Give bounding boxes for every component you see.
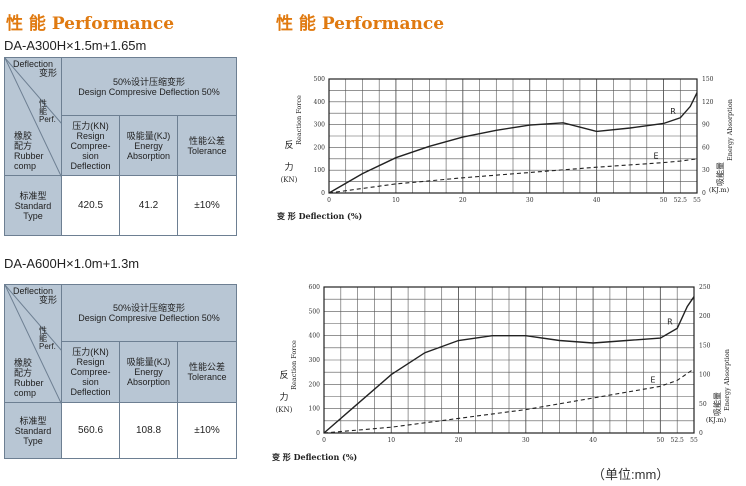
x-tick-label: 55 — [690, 437, 698, 444]
spec-table-2: Deflection 变形 性能 Perf. 橡胶 配方 Rubber comp 50%设… — [4, 284, 238, 459]
y-left-tick-label: 300 — [309, 357, 321, 364]
y-left-label-cn: 反 — [284, 140, 293, 151]
value-tolerance: ±10% — [176, 402, 238, 459]
x-tick-label: 50 — [660, 197, 668, 204]
model-label-1: DA-A300H×1.5m+1.65m — [4, 38, 147, 53]
y-left-tick-label: 200 — [309, 381, 321, 388]
corner-diagonals — [5, 58, 62, 178]
x-axis-label: 变 形 Deflection (%) — [277, 211, 362, 221]
y-left-tick-label: 600 — [309, 284, 321, 291]
y-left-tick-label: 200 — [314, 144, 326, 151]
col-header-tolerance: 性能公差 Tolerance — [176, 115, 238, 176]
corner-perf-label: 性能 Perf. — [39, 326, 56, 351]
col-header-pressure: 压力(KN) Resign Compree-sion Deflection — [61, 341, 120, 403]
y-right-label-unit: (KJ.m) — [706, 416, 727, 424]
table-corner-cell: Deflection 变形 性能 Perf. 橡胶 配方 Rubber comp — [4, 284, 62, 405]
value-energy: 108.8 — [119, 402, 178, 459]
x-tick-label: 20 — [459, 197, 467, 204]
plot-frame — [328, 78, 698, 194]
y-right-tick-label: 0 — [702, 190, 706, 197]
y-right-tick-label: 120 — [702, 99, 714, 106]
x-tick-label: 40 — [593, 197, 601, 204]
series-label-r: R — [667, 317, 673, 326]
series-line-r — [323, 296, 695, 434]
series-line-r — [328, 92, 698, 194]
x-tick-label: 52.5 — [674, 197, 688, 204]
y-right-label-cn: 吸能量 — [715, 162, 725, 186]
x-tick-label: 55 — [693, 197, 701, 204]
value-tolerance: ±10% — [176, 175, 238, 236]
y-left-label-cn-2: 力 — [279, 391, 288, 403]
unit-note: （单位:mm） — [592, 467, 670, 482]
y-left-label-cn-2: 力 — [284, 161, 293, 173]
right-performance-title: 性 能 Performance — [276, 14, 445, 34]
col-header-tolerance: 性能公差 Tolerance — [176, 341, 238, 403]
y-right-tick-label: 0 — [699, 430, 703, 437]
x-tick-label: 30 — [522, 437, 530, 444]
y-right-tick-label: 50 — [699, 401, 707, 408]
x-tick-label: 10 — [387, 437, 395, 444]
row-label-standard: 标准型 Standard Type — [4, 402, 62, 459]
spec-table-1: Deflection 变形 性能 Perf. 橡胶 配方 Rubber comp 50%设… — [4, 57, 238, 236]
model-label-2: DA-A600H×1.0m+1.3m — [4, 256, 140, 271]
series-label-e: E — [654, 152, 659, 161]
corner-rubber-label: 橡胶 配方 Rubber comp — [14, 131, 44, 171]
y-right-tick-label: 90 — [702, 122, 710, 129]
y-left-label-cn: 反 — [279, 370, 288, 381]
corner-deflection-label: Deflection 变形 — [13, 59, 58, 78]
x-tick-label: 30 — [526, 197, 534, 204]
series-line-e — [323, 368, 695, 434]
x-tick-label: 0 — [322, 437, 326, 444]
series-label-r: R — [670, 107, 676, 116]
corner-deflection-label: Deflection 变形 — [13, 286, 58, 305]
y-right-tick-label: 150 — [702, 76, 714, 83]
plot-frame — [323, 286, 695, 434]
x-tick-label: 0 — [327, 197, 331, 204]
table-corner-cell: Deflection 变形 性能 Perf. 橡胶 配方 Rubber comp — [4, 57, 62, 178]
corner-rubber-label: 橡胶 配方 Rubber comp — [14, 358, 44, 398]
x-tick-label: 52.5 — [671, 437, 685, 444]
y-right-tick-label: 60 — [702, 144, 710, 151]
y-left-tick-label: 500 — [314, 76, 326, 83]
corner-diagonals — [5, 285, 62, 405]
y-right-tick-label: 200 — [699, 313, 711, 320]
y-left-tick-label: 300 — [314, 122, 326, 129]
y-right-label-en: Energy Absorption — [726, 99, 734, 161]
y-left-tick-label: 400 — [309, 333, 321, 340]
y-left-label-unit: (KN) — [276, 406, 293, 414]
y-right-tick-label: 150 — [699, 342, 711, 349]
y-right-label-unit: (KJ.m) — [709, 186, 730, 194]
row-label-standard: 标准型 Standard Type — [4, 175, 62, 236]
y-left-label-en: Reaction Force — [290, 340, 298, 390]
value-pressure: 420.5 — [61, 175, 120, 236]
y-left-tick-label: 0 — [316, 430, 320, 437]
y-right-tick-label: 30 — [702, 167, 710, 174]
series-line-e — [328, 158, 698, 194]
x-tick-label: 40 — [589, 437, 597, 444]
corner-perf-label: 性能 Perf. — [39, 99, 56, 124]
left-performance-title: 性 能 Performance — [6, 14, 175, 34]
y-left-tick-label: 400 — [314, 99, 326, 106]
y-left-label-unit: (KN) — [281, 176, 298, 184]
design-deflection-header: 50%设计压缩变形 Design Compresive Deflection 50… — [60, 284, 238, 342]
col-header-energy: 吸能量(KJ) Energy Absorption — [119, 341, 178, 403]
series-label-e: E — [650, 375, 655, 384]
y-left-tick-label: 500 — [309, 308, 321, 315]
y-right-tick-label: 250 — [699, 284, 711, 291]
y-left-tick-label: 0 — [321, 190, 325, 197]
x-axis-label: 变 形 Deflection (%) — [272, 452, 357, 462]
value-pressure: 560.6 — [61, 402, 120, 459]
y-left-tick-label: 100 — [309, 406, 321, 413]
x-tick-label: 50 — [657, 437, 665, 444]
x-tick-label: 20 — [455, 437, 463, 444]
design-deflection-header: 50%设计压缩变形 Design Compresive Deflection 50… — [60, 57, 238, 116]
y-right-label-cn: 吸能量 — [712, 392, 722, 416]
y-left-tick-label: 100 — [314, 167, 326, 174]
x-tick-label: 10 — [392, 197, 400, 204]
y-left-label-en: Reaction Force — [295, 95, 303, 145]
y-right-tick-label: 100 — [699, 372, 711, 379]
y-right-label-en: Energy Absorption — [723, 349, 731, 411]
